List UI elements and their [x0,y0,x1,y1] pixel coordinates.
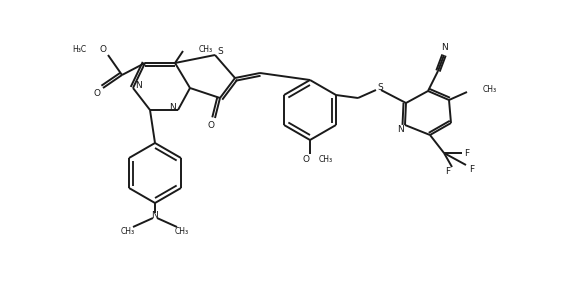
Text: N: N [135,82,142,91]
Text: H₃C: H₃C [72,45,86,55]
Text: N: N [397,125,404,135]
Text: N: N [170,104,176,112]
Text: CH₃: CH₃ [483,85,497,95]
Text: CH₃: CH₃ [121,228,135,237]
Text: CH₃: CH₃ [199,45,213,54]
Text: F: F [445,168,450,177]
Text: F: F [469,165,474,175]
Text: CH₃: CH₃ [175,228,189,237]
Text: S: S [377,82,383,92]
Text: O: O [94,88,101,98]
Text: CH₃: CH₃ [319,155,333,164]
Text: S: S [217,46,223,55]
Text: N: N [152,211,159,219]
Text: F: F [464,148,470,158]
Text: O: O [99,45,106,55]
Text: N: N [441,44,448,52]
Text: O: O [208,121,215,129]
Text: O: O [302,155,309,164]
